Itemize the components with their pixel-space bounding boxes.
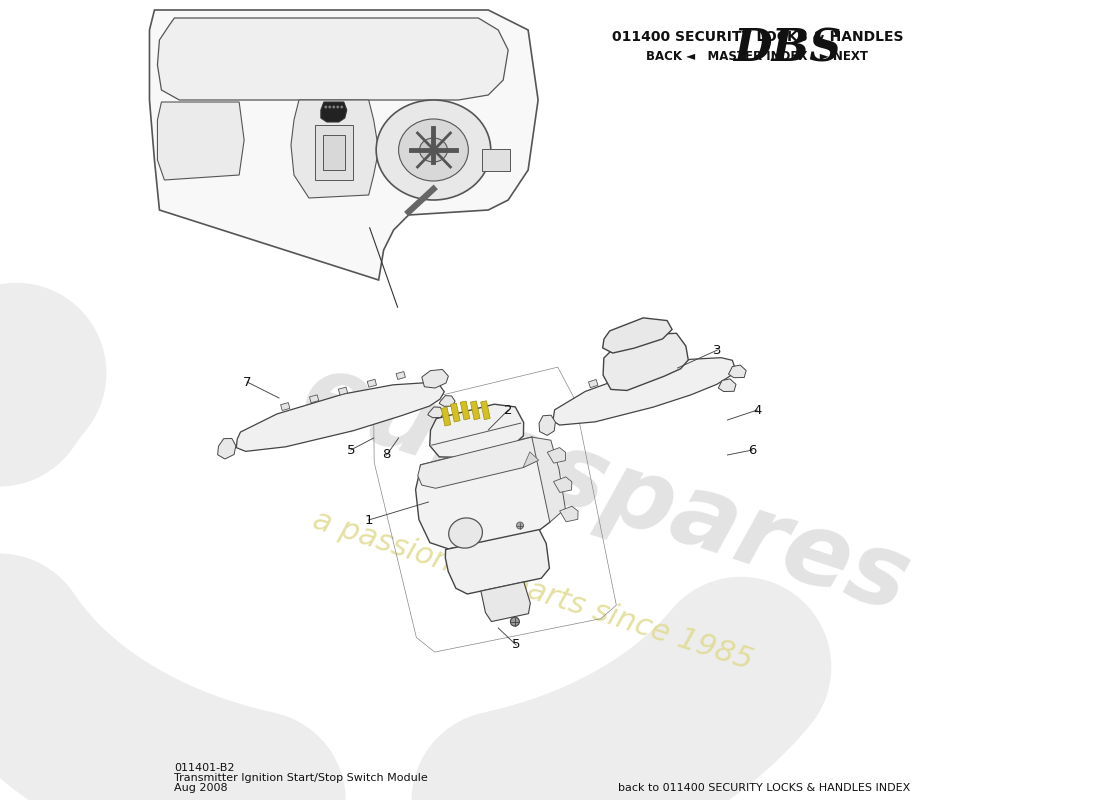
- Polygon shape: [418, 437, 540, 488]
- Text: 8: 8: [383, 449, 390, 462]
- Polygon shape: [428, 407, 443, 418]
- Ellipse shape: [398, 119, 469, 181]
- Ellipse shape: [419, 138, 448, 162]
- Text: 6: 6: [748, 443, 757, 457]
- Polygon shape: [553, 477, 572, 493]
- Polygon shape: [321, 102, 346, 122]
- Polygon shape: [396, 371, 406, 379]
- Polygon shape: [531, 437, 565, 522]
- Polygon shape: [728, 365, 746, 378]
- Polygon shape: [446, 530, 549, 594]
- Polygon shape: [548, 447, 565, 463]
- Ellipse shape: [510, 617, 519, 626]
- Polygon shape: [441, 407, 451, 426]
- Polygon shape: [646, 361, 654, 369]
- Ellipse shape: [449, 518, 483, 548]
- Polygon shape: [481, 401, 491, 420]
- Polygon shape: [416, 437, 559, 549]
- Polygon shape: [522, 452, 539, 468]
- Polygon shape: [339, 387, 348, 395]
- Polygon shape: [218, 438, 235, 459]
- Polygon shape: [617, 370, 626, 378]
- Polygon shape: [421, 370, 449, 388]
- Ellipse shape: [329, 106, 331, 108]
- Polygon shape: [451, 403, 460, 422]
- Text: DBS: DBS: [733, 28, 842, 71]
- Polygon shape: [430, 404, 524, 458]
- Polygon shape: [603, 334, 689, 390]
- Text: 2: 2: [504, 403, 513, 417]
- Text: BACK ◄   MASTER INDEX   ► NEXT: BACK ◄ MASTER INDEX ► NEXT: [647, 50, 868, 63]
- Ellipse shape: [376, 100, 491, 200]
- Polygon shape: [280, 402, 290, 410]
- Polygon shape: [157, 18, 508, 100]
- Polygon shape: [481, 582, 530, 622]
- Text: 5: 5: [346, 443, 355, 457]
- Ellipse shape: [517, 522, 524, 529]
- Text: 5: 5: [512, 638, 520, 651]
- Polygon shape: [539, 415, 556, 435]
- Text: 3: 3: [713, 343, 722, 357]
- Text: 7: 7: [243, 375, 252, 389]
- Polygon shape: [236, 383, 444, 451]
- Ellipse shape: [332, 106, 336, 108]
- Text: Aug 2008: Aug 2008: [175, 783, 228, 793]
- Ellipse shape: [324, 106, 327, 108]
- Polygon shape: [157, 102, 244, 180]
- Bar: [323, 134, 344, 170]
- Polygon shape: [367, 379, 376, 387]
- Text: eurospares: eurospares: [289, 346, 921, 634]
- Polygon shape: [150, 10, 538, 280]
- Polygon shape: [292, 100, 378, 198]
- Text: Transmitter Ignition Start/Stop Switch Module: Transmitter Ignition Start/Stop Switch M…: [175, 773, 428, 783]
- Bar: [315, 125, 353, 179]
- Text: back to 011400 SECURITY LOCKS & HANDLES INDEX: back to 011400 SECURITY LOCKS & HANDLES …: [618, 783, 910, 793]
- Polygon shape: [460, 401, 470, 420]
- Polygon shape: [603, 318, 672, 353]
- Polygon shape: [471, 401, 480, 420]
- Polygon shape: [439, 396, 455, 406]
- Bar: [482, 149, 510, 171]
- Text: 1: 1: [364, 514, 373, 526]
- Text: 011400 SECURITY LOCKS & HANDLES: 011400 SECURITY LOCKS & HANDLES: [612, 30, 903, 44]
- Text: 4: 4: [754, 403, 761, 417]
- Polygon shape: [553, 358, 735, 425]
- Ellipse shape: [341, 106, 343, 108]
- Polygon shape: [674, 352, 683, 360]
- Polygon shape: [309, 395, 319, 402]
- Ellipse shape: [337, 106, 339, 108]
- Polygon shape: [718, 379, 736, 391]
- Text: 011401-B2: 011401-B2: [175, 763, 235, 773]
- Polygon shape: [560, 506, 579, 522]
- Polygon shape: [588, 379, 598, 388]
- Text: a passion for parts since 1985: a passion for parts since 1985: [309, 505, 757, 675]
